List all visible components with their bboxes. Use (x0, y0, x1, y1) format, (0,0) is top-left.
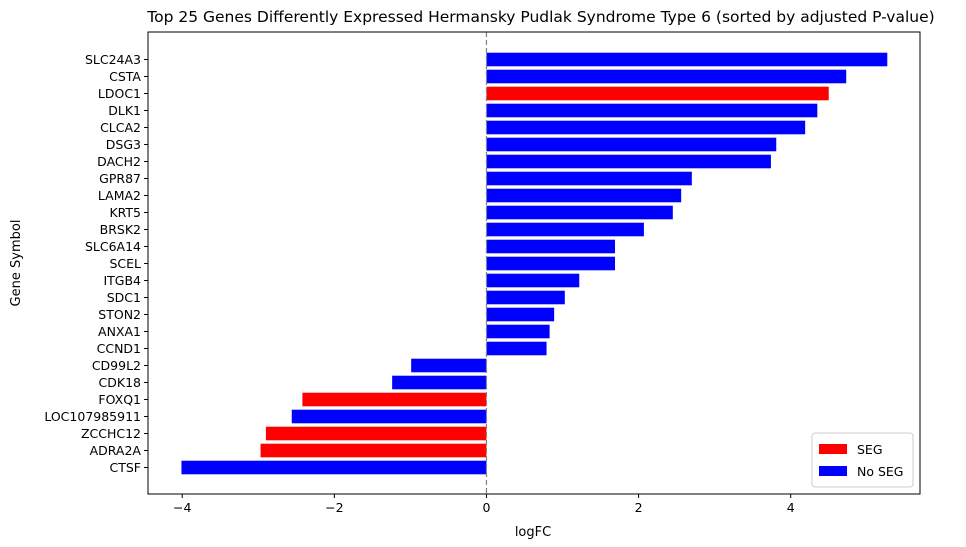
y-tick-label: ITGB4 (103, 273, 141, 288)
y-tick-label: CSTA (109, 69, 141, 84)
y-tick-label: ADRA2A (90, 443, 142, 458)
bar-loc107985911 (291, 409, 487, 424)
legend-swatch (819, 466, 847, 476)
y-tick-label: CLCA2 (100, 120, 141, 135)
y-tick-label: SCEL (109, 256, 141, 271)
bar-dach2 (486, 154, 771, 169)
bar-itgb4 (486, 273, 580, 288)
y-tick-label: CTSF (110, 460, 142, 475)
chart-title: Top 25 Genes Differently Expressed Herma… (146, 8, 934, 26)
y-tick-label: SLC6A14 (85, 239, 141, 254)
y-tick-label: LAMA2 (98, 188, 141, 203)
x-tick-label: 0 (482, 500, 490, 515)
legend-label: SEG (857, 442, 883, 457)
bar-krt5 (486, 205, 673, 220)
y-tick-label: GPR87 (99, 171, 141, 186)
legend-label: No SEG (857, 464, 904, 479)
x-axis: −4 −2 0 2 4 (173, 494, 795, 515)
bar-lama2 (486, 188, 682, 203)
bar-scel (486, 256, 616, 271)
y-tick-label: FOXQ1 (98, 392, 141, 407)
x-tick-label: −2 (325, 500, 343, 515)
bar-zcchc12 (265, 426, 487, 441)
x-axis-label: logFC (515, 525, 551, 540)
x-tick-label: 4 (787, 500, 795, 515)
bar-dlk1 (486, 103, 818, 118)
y-tick-label: SDC1 (107, 290, 141, 305)
bar-slc24a3 (486, 52, 888, 67)
bar-clca2 (486, 120, 806, 135)
bar-slc6a14 (486, 239, 616, 254)
legend-swatch (819, 444, 847, 454)
y-tick-label: ZCCHC12 (81, 426, 141, 441)
y-tick-label: DLK1 (108, 103, 141, 118)
y-axis: SLC24A3 CSTA LDOC1 DLK1 CLCA2 DSG3 DACH2 GPR87 L… (44, 52, 148, 475)
y-tick-label: KRT5 (109, 205, 141, 220)
bar-csta (486, 69, 847, 84)
y-axis-label: Gene Symbol (9, 220, 24, 307)
y-tick-label: STON2 (98, 307, 141, 322)
x-tick-label: 2 (635, 500, 643, 515)
bar-dsg3 (486, 137, 777, 152)
bar-foxq1 (302, 392, 487, 407)
bar-ston2 (486, 307, 555, 322)
x-tick-label: −4 (173, 500, 191, 515)
y-tick-label: CCND1 (97, 341, 141, 356)
bar-ldoc1 (486, 86, 829, 101)
y-tick-label: ANXA1 (98, 324, 141, 339)
y-tick-label: DSG3 (106, 137, 141, 152)
y-tick-label: SLC24A3 (85, 52, 141, 67)
legend: SEG No SEG (811, 432, 914, 488)
y-tick-label: LDOC1 (98, 86, 141, 101)
bar-ccnd1 (486, 341, 547, 356)
y-tick-label: CD99L2 (92, 358, 141, 373)
bar-cdk18 (392, 375, 487, 390)
y-tick-label: CDK18 (99, 375, 142, 390)
bar-anxa1 (486, 324, 550, 339)
bar-adra2a (260, 443, 487, 458)
bar-gpr87 (486, 171, 692, 186)
y-tick-label: DACH2 (97, 154, 141, 169)
bar-ctsf (181, 460, 487, 475)
bar-brsk2 (486, 222, 644, 237)
bar-sdc1 (486, 290, 565, 305)
y-tick-label: LOC107985911 (44, 409, 141, 424)
y-tick-label: BRSK2 (100, 222, 141, 237)
bars-layer (181, 52, 888, 475)
bar-cd99l2 (411, 358, 487, 373)
